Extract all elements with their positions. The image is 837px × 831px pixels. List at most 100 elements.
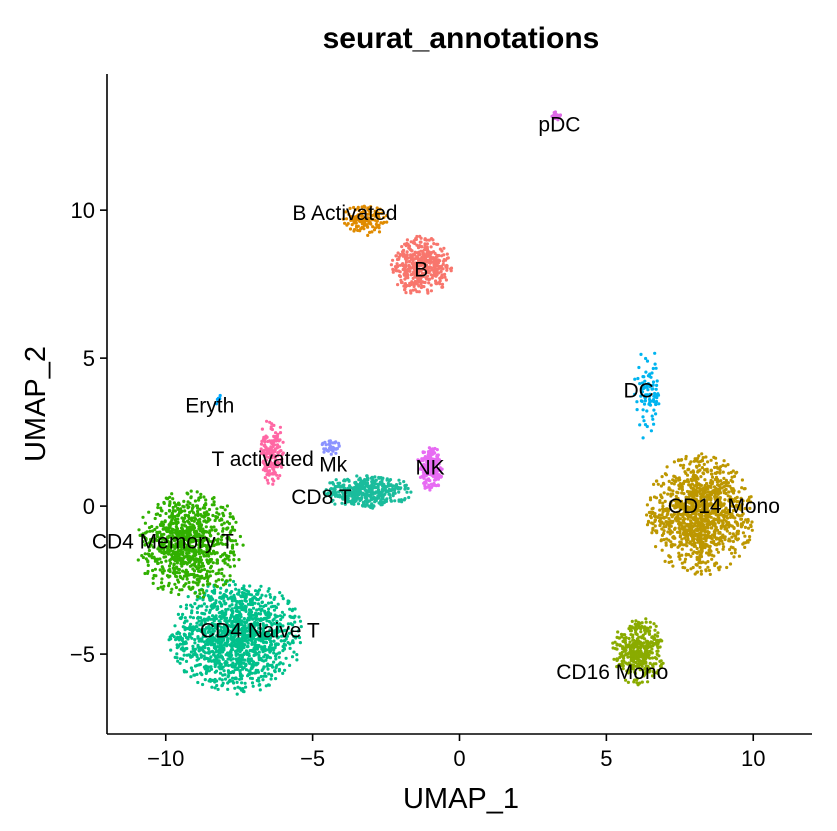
data-point (183, 542, 187, 546)
data-point (186, 519, 190, 523)
data-point (266, 439, 270, 444)
data-point (238, 620, 243, 624)
data-point (650, 511, 654, 516)
data-point (650, 635, 654, 640)
data-point (171, 543, 175, 547)
data-point (289, 615, 293, 619)
data-point (259, 634, 263, 639)
data-point (188, 587, 192, 591)
data-point (661, 501, 665, 505)
data-point (391, 494, 395, 498)
data-point (158, 542, 162, 546)
data-point (205, 569, 210, 573)
data-point (648, 620, 652, 624)
data-point (218, 646, 222, 650)
data-point (240, 607, 244, 612)
data-point (444, 264, 448, 268)
data-point (210, 589, 214, 594)
data-point (398, 274, 402, 279)
data-point (225, 588, 229, 592)
data-point (259, 596, 263, 600)
data-point (653, 633, 657, 637)
data-point (185, 577, 189, 581)
data-point (677, 526, 681, 530)
data-point (234, 603, 238, 607)
data-point (249, 629, 253, 633)
data-point (247, 638, 251, 642)
chart-title: seurat_annotations (323, 22, 600, 55)
data-point (236, 645, 240, 649)
data-point (159, 506, 163, 510)
data-point (655, 479, 659, 483)
data-point (422, 481, 426, 485)
data-point (174, 551, 178, 555)
data-point (199, 492, 203, 496)
data-point (661, 481, 666, 485)
data-point (211, 544, 215, 548)
data-point (227, 583, 232, 587)
data-point (427, 281, 431, 285)
data-point (706, 531, 711, 535)
data-point (237, 617, 242, 621)
data-point (209, 665, 213, 669)
data-point (188, 522, 192, 526)
data-point (181, 657, 185, 661)
data-point (706, 521, 711, 525)
data-point (405, 241, 409, 246)
data-point (677, 483, 681, 487)
data-point (641, 644, 645, 648)
data-point (236, 628, 240, 632)
data-point (215, 559, 220, 563)
data-point (281, 662, 285, 666)
data-point (252, 660, 256, 664)
data-point (363, 488, 367, 492)
data-point (153, 557, 157, 561)
data-point (645, 503, 650, 507)
data-point (272, 648, 276, 652)
data-point (226, 687, 230, 692)
data-point (236, 592, 240, 596)
data-point (694, 464, 699, 468)
data-point (724, 464, 728, 468)
data-point (272, 660, 276, 664)
data-point (685, 523, 689, 527)
data-point (428, 265, 432, 269)
data-point (624, 643, 628, 647)
data-point (220, 637, 224, 641)
data-point (162, 542, 166, 546)
data-point (263, 637, 267, 641)
data-point (251, 636, 255, 640)
data-point (272, 634, 276, 638)
data-point (219, 538, 224, 542)
data-point (669, 545, 674, 549)
data-point (377, 476, 381, 480)
data-point (703, 544, 707, 548)
data-point (295, 658, 299, 662)
data-point (213, 538, 217, 542)
data-point (177, 592, 181, 597)
data-point (190, 509, 194, 513)
data-point (156, 506, 160, 510)
data-point (722, 459, 726, 463)
data-point (179, 526, 184, 530)
data-point (251, 663, 255, 668)
data-point (232, 681, 236, 685)
data-point (190, 518, 194, 523)
data-point (257, 676, 261, 680)
data-point (221, 657, 225, 661)
data-point (725, 565, 729, 570)
data-point (370, 489, 374, 493)
data-point (719, 526, 723, 530)
data-point (684, 530, 688, 534)
data-point (256, 668, 260, 673)
data-point (150, 524, 154, 529)
data-point (233, 686, 237, 690)
data-point (234, 587, 238, 591)
data-point (275, 642, 279, 646)
data-point (232, 627, 236, 631)
data-point (432, 260, 436, 264)
data-point (368, 486, 372, 490)
data-point (636, 620, 641, 625)
data-point (721, 521, 725, 526)
data-point (154, 512, 158, 517)
